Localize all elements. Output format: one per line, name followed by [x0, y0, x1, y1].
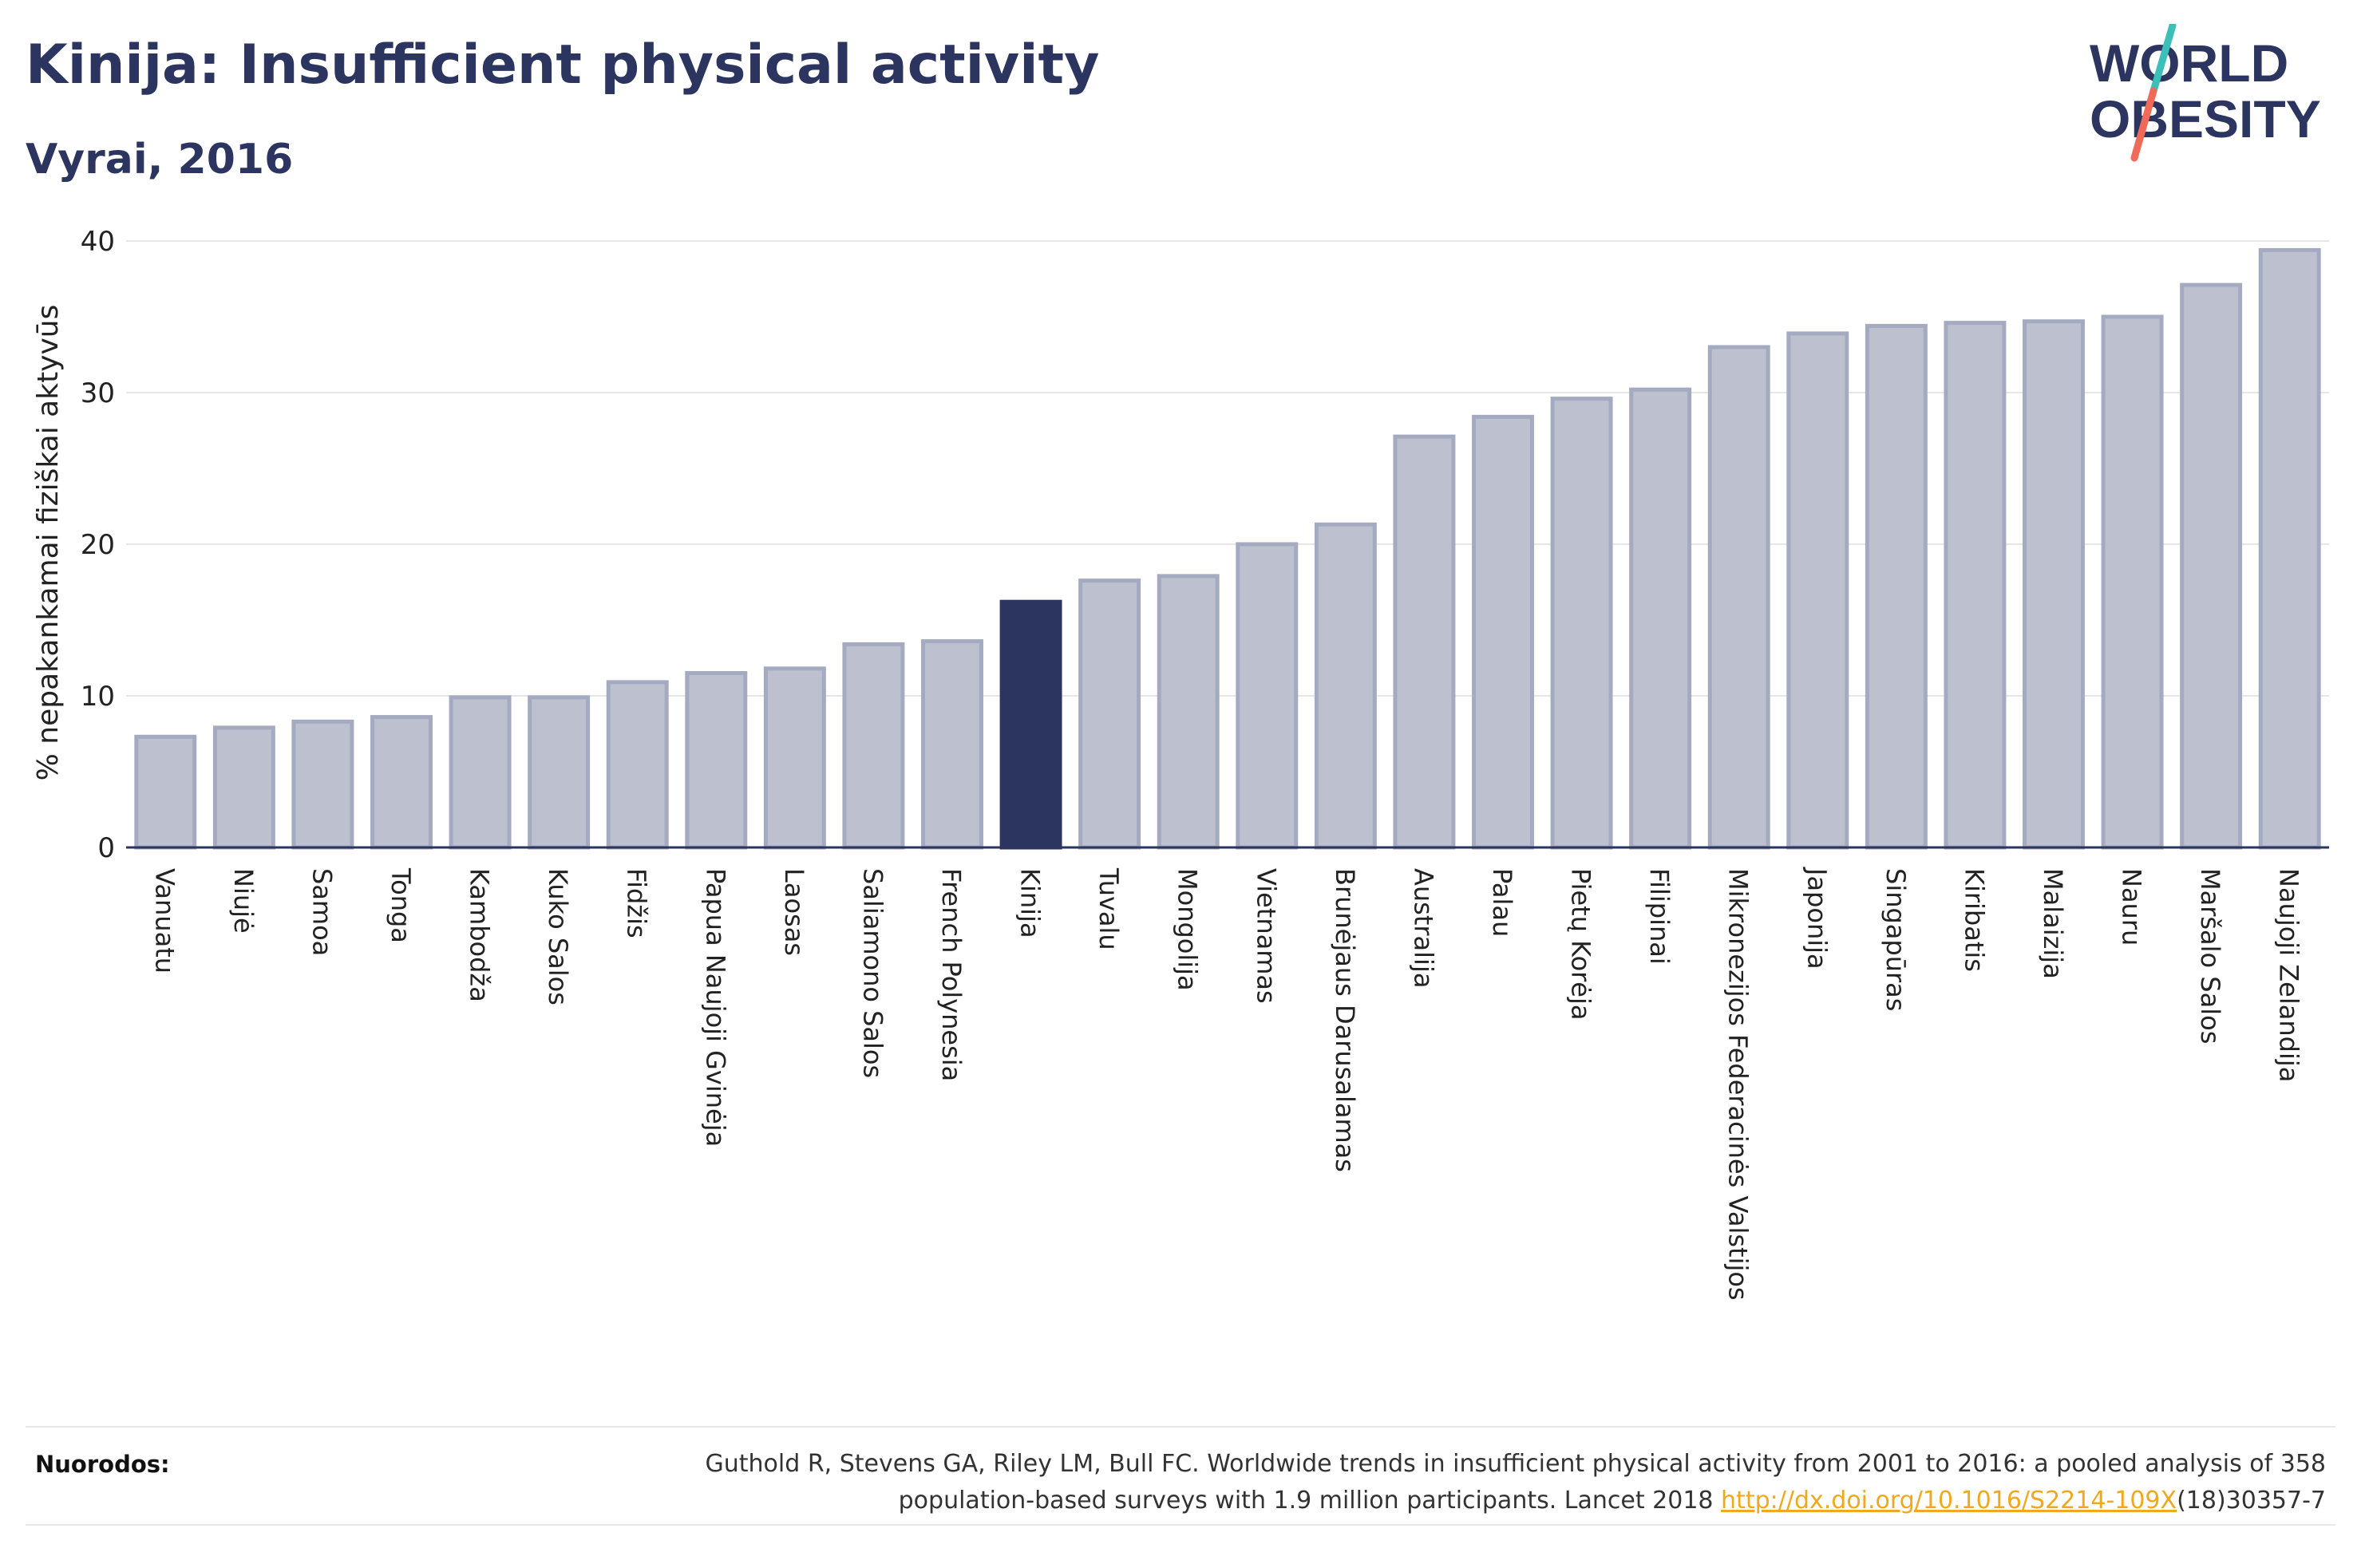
y-ticks-layer: 0 10 20 30 40: [81, 226, 115, 864]
x-tick-label: Tuvalu: [1093, 867, 1124, 950]
x-tick-label: Papua Naujoji Gvinėja: [700, 868, 730, 1147]
bar: [2258, 247, 2321, 850]
bar: [370, 715, 433, 850]
x-tick-label: Kinija: [1015, 868, 1046, 938]
bar: [1865, 323, 1928, 850]
bar: [763, 666, 826, 850]
y-axis-label: % nepakankamai fiziškai aktyvūs: [32, 305, 65, 781]
footer-divider-top: [26, 1426, 2335, 1428]
y-tick-label: 10: [81, 681, 115, 713]
bar: [685, 671, 748, 850]
references-text: Guthold R, Stevens GA, Riley LM, Bull FC…: [490, 1446, 2326, 1519]
footer-divider-bottom: [26, 1524, 2335, 1526]
bar: [528, 695, 591, 850]
bar: [1157, 574, 1220, 850]
x-tick-label: Palau: [1487, 868, 1517, 937]
x-tick-label: Mikronezijos Federacinės Valstijos: [1723, 868, 1754, 1301]
logo-slash-top: [2149, 24, 2177, 95]
y-tick-label: 40: [81, 226, 115, 258]
world-obesity-logo: WORLD OBESITY: [2090, 24, 2321, 162]
bar: [291, 719, 354, 850]
references-line-2-post: (18)30357-7: [2177, 1487, 2326, 1515]
x-tick-label: Australija: [1408, 868, 1438, 988]
x-tick-label: Maršalo Salos: [2195, 868, 2225, 1044]
y-tick-label: 0: [97, 832, 115, 864]
bar: [1314, 522, 1377, 850]
x-tick-label: Pietų Korėja: [1566, 868, 1596, 1020]
bar: [1236, 542, 1299, 850]
x-tick-label: Fidžis: [622, 868, 652, 938]
references-line-1: Guthold R, Stevens GA, Riley LM, Bull FC…: [705, 1450, 2326, 1478]
x-tick-label: Saliamono Salos: [857, 868, 888, 1078]
bar: [1629, 387, 1692, 850]
logo-word-obesity: OBESITY: [2090, 89, 2321, 148]
bar: [1550, 397, 1613, 850]
x-tick-label: Vanuatu: [149, 868, 180, 974]
references-line-2-pre: population-based surveys with 1.9 millio…: [898, 1487, 1722, 1515]
bar: [449, 695, 512, 850]
bar: [1707, 345, 1770, 850]
bar: [1786, 331, 1849, 850]
x-tick-label: Kuko Salos: [543, 868, 573, 1005]
x-tick-label: Mongolija: [1173, 868, 1203, 991]
x-tick-label: Filipinai: [1644, 868, 1675, 965]
x-tick-label: Japonija: [1801, 867, 1832, 970]
bar: [2023, 319, 2085, 850]
logo-word-world: WORLD: [2090, 34, 2288, 93]
x-tick-label: Vietnamas: [1251, 868, 1281, 1004]
bar: [2180, 282, 2243, 850]
x-tick-label: Singapūras: [1880, 868, 1911, 1011]
bar: [1393, 434, 1456, 850]
y-tick-label: 30: [81, 377, 115, 409]
x-tick-label: French Polynesia: [936, 868, 967, 1081]
bar-chart: 0 10 20 30 40 Vanuatu Niujė Samoa Tonga Kambodža…: [32, 226, 2329, 1301]
page-title: Kinija: Insufficient physical activity: [26, 34, 1100, 97]
bar: [921, 639, 983, 850]
bar: [212, 725, 275, 850]
x-tick-label: Samoa: [306, 868, 337, 956]
bar: [1944, 321, 2007, 850]
x-tick-label: Malaizija: [2038, 868, 2068, 979]
logo-slash-bottom: [2130, 87, 2157, 162]
bar: [1472, 414, 1534, 850]
bar-highlighted: [999, 599, 1062, 850]
doi-link[interactable]: http://dx.doi.org/10.1016/S2214-109X: [1721, 1487, 2177, 1515]
bar: [2101, 314, 2164, 850]
y-tick-label: 20: [81, 529, 115, 561]
x-tick-label: Nauru: [2117, 868, 2147, 946]
x-labels-layer: Vanuatu Niujė Samoa Tonga Kambodža Kuko Salos…: [149, 867, 2304, 1301]
x-tick-label: Naujoji Zelandija: [2274, 868, 2304, 1082]
references-label: Nuorodos:: [35, 1451, 170, 1478]
bar: [606, 680, 669, 850]
bar: [1078, 579, 1141, 850]
bars-layer: [126, 247, 2329, 850]
bar: [134, 734, 197, 850]
x-tick-label: Brunėjaus Darusalamas: [1330, 868, 1360, 1172]
page-subtitle: Vyrai, 2016: [26, 136, 294, 184]
x-tick-label: Laosas: [779, 868, 809, 956]
bar: [842, 642, 905, 850]
x-tick-label: Tonga: [386, 867, 416, 943]
x-tick-label: Niujė: [228, 868, 259, 934]
x-tick-label: Kambodža: [465, 868, 495, 1002]
x-tick-label: Kiribatis: [1959, 868, 1989, 972]
